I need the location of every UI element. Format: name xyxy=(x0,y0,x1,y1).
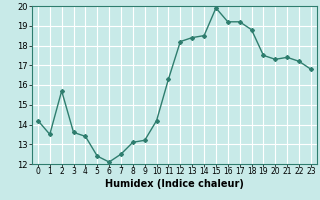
X-axis label: Humidex (Indice chaleur): Humidex (Indice chaleur) xyxy=(105,179,244,189)
